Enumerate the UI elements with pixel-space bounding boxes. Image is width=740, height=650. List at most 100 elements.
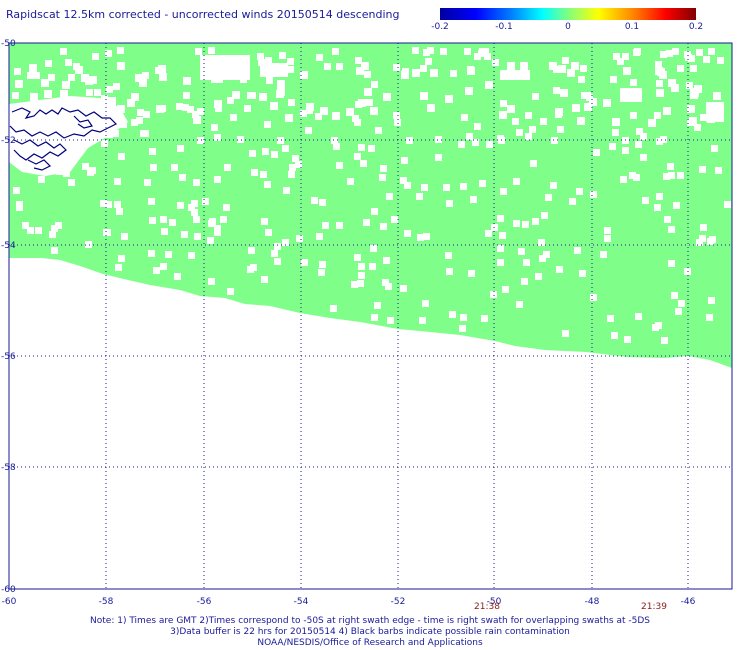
missing-cell <box>150 164 157 171</box>
missing-cell <box>629 172 636 179</box>
missing-cell <box>366 99 373 106</box>
missing-cell <box>512 118 519 125</box>
map-title: Rapidscat 12.5km corrected - uncorrected… <box>6 8 400 21</box>
missing-cell <box>485 81 493 89</box>
missing-cell <box>499 232 506 239</box>
missing-cell <box>443 184 450 191</box>
missing-cell <box>177 145 184 152</box>
missing-cell <box>333 143 340 150</box>
missing-cell <box>707 238 714 245</box>
missing-cell <box>48 74 55 81</box>
missing-cell <box>604 235 611 242</box>
missing-cell <box>445 95 453 103</box>
missing-cell <box>149 148 156 155</box>
missing-cell <box>449 311 456 318</box>
missing-cell <box>604 227 611 234</box>
time-label: 21:39 <box>641 602 667 612</box>
missing-cell <box>656 138 663 145</box>
longitude-label: -56 <box>197 597 212 607</box>
missing-cell <box>292 155 299 162</box>
missing-cell <box>400 285 407 292</box>
missing-cell <box>14 68 21 75</box>
missing-cell <box>92 53 99 60</box>
missing-cell <box>208 278 215 285</box>
missing-cell <box>289 164 296 171</box>
missing-cell <box>29 64 37 72</box>
missing-cell <box>699 166 706 173</box>
missing-cell <box>369 263 376 270</box>
missing-cell <box>261 218 268 225</box>
missing-cell <box>89 167 96 174</box>
missing-cell <box>689 117 697 125</box>
missing-cell <box>445 252 452 259</box>
missing-cell <box>623 67 631 75</box>
missing-cell <box>237 136 244 143</box>
missing-cell <box>532 218 539 225</box>
longitude-label: -50 <box>487 597 502 607</box>
missing-cell <box>207 237 214 244</box>
missing-cell <box>316 54 323 61</box>
missing-cell <box>540 118 547 125</box>
missing-cell <box>673 202 680 209</box>
missing-cell <box>700 224 707 231</box>
missing-cell <box>358 272 365 279</box>
missing-cell <box>472 139 479 146</box>
missing-cell <box>500 188 507 195</box>
missing-cell <box>687 105 695 113</box>
missing-cell <box>75 66 83 74</box>
missing-cell <box>137 109 144 116</box>
missing-cell <box>446 268 453 275</box>
missing-cell <box>354 254 361 261</box>
missing-cell <box>179 174 186 181</box>
missing-cell <box>220 216 227 223</box>
missing-cell <box>668 260 675 267</box>
missing-cell <box>358 263 365 270</box>
missing-cell <box>159 73 167 81</box>
missing-cell <box>101 95 108 102</box>
missing-cell <box>543 251 550 258</box>
missing-cell <box>617 58 624 65</box>
missing-cell <box>430 69 438 77</box>
missing-data-cells <box>11 47 731 344</box>
missing-cell <box>188 204 195 211</box>
missing-cell <box>386 193 393 200</box>
missing-cell <box>142 72 149 79</box>
missing-cell <box>404 230 411 237</box>
colorbar-tick: -0.2 <box>431 22 449 32</box>
missing-cell <box>423 49 430 56</box>
latitude-label: -58 <box>1 463 16 473</box>
missing-cell <box>612 129 619 136</box>
missing-cell <box>466 133 473 140</box>
missing-cell <box>22 222 29 229</box>
missing-cell <box>383 93 391 101</box>
missing-cell <box>371 81 378 88</box>
missing-cell <box>191 209 198 216</box>
missing-cell <box>696 49 703 56</box>
missing-cell <box>671 292 678 299</box>
missing-cell <box>520 62 528 70</box>
missing-cell <box>690 65 697 72</box>
missing-cell <box>677 172 684 179</box>
missing-cell <box>460 183 467 190</box>
missing-cell <box>85 77 93 85</box>
missing-cell <box>642 197 649 204</box>
missing-cell <box>622 53 629 60</box>
missing-cell <box>724 201 731 208</box>
axis-labels: -60 -58 -56 -54 -52 -50 -48 -46 -50 -52 -54 -56 -58 -… <box>1 39 696 607</box>
missing-cell <box>94 89 101 96</box>
missing-cell <box>214 134 221 141</box>
missing-cell <box>117 105 125 113</box>
missing-cell <box>33 72 40 79</box>
coastline <box>27 159 52 171</box>
missing-cell <box>148 198 155 205</box>
missing-cell <box>187 106 194 113</box>
missing-cell <box>131 93 139 101</box>
missing-cell <box>374 302 381 309</box>
missing-cell <box>161 228 168 235</box>
longitude-label: -52 <box>391 597 406 607</box>
missing-cell <box>664 216 671 223</box>
missing-cell <box>630 112 637 119</box>
missing-cell <box>368 145 375 152</box>
missing-cell <box>385 283 392 290</box>
missing-cell <box>347 178 354 185</box>
